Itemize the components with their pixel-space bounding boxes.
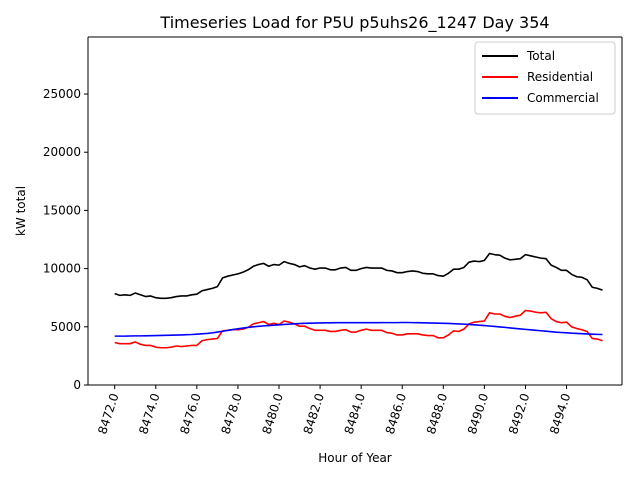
legend-label-total: Total <box>526 49 555 63</box>
x-tick-label: 8482.0 <box>301 392 327 436</box>
legend-box <box>474 41 616 115</box>
y-tick-label: 20000 <box>43 145 81 159</box>
x-tick-label: 8474.0 <box>136 392 162 436</box>
x-tick-label: 8480.0 <box>260 392 286 436</box>
x-tick-label: 8486.0 <box>383 392 409 436</box>
x-tick-label: 8484.0 <box>342 392 368 436</box>
x-tick-label: 8494.0 <box>547 392 573 436</box>
series-layer <box>114 252 603 349</box>
y-tick-label: 15000 <box>43 203 81 217</box>
y-tick-label: 25000 <box>43 87 81 101</box>
y-tick-label: 0 <box>73 378 81 392</box>
legend: Total Residential Commercial <box>474 41 616 115</box>
y-axis-ticks: 0 5000 10000 15000 20000 25000 <box>43 87 88 392</box>
chart-title: Timeseries Load for P5U p5uhs26_1247 Day… <box>159 13 549 33</box>
series-line-total <box>114 252 603 300</box>
x-axis-label: Hour of Year <box>318 451 392 465</box>
y-axis-label: kW total <box>14 186 28 236</box>
x-axis-ticks: 8472.0 8474.0 8476.0 8478.0 8480.0 8482.0 8484… <box>95 385 573 436</box>
legend-label-commercial: Commercial <box>527 91 599 105</box>
x-tick-label: 8472.0 <box>95 392 121 436</box>
x-tick-label: 8490.0 <box>465 392 491 436</box>
series-line-commercial <box>114 321 603 337</box>
x-tick-label: 8492.0 <box>506 392 532 436</box>
y-tick-label: 5000 <box>50 320 81 334</box>
x-tick-label: 8478.0 <box>218 392 244 436</box>
y-tick-label: 10000 <box>43 262 81 276</box>
x-tick-label: 8488.0 <box>424 392 450 436</box>
legend-label-residential: Residential <box>527 70 593 84</box>
x-tick-label: 8476.0 <box>177 392 203 436</box>
series-line-residential <box>114 309 603 349</box>
